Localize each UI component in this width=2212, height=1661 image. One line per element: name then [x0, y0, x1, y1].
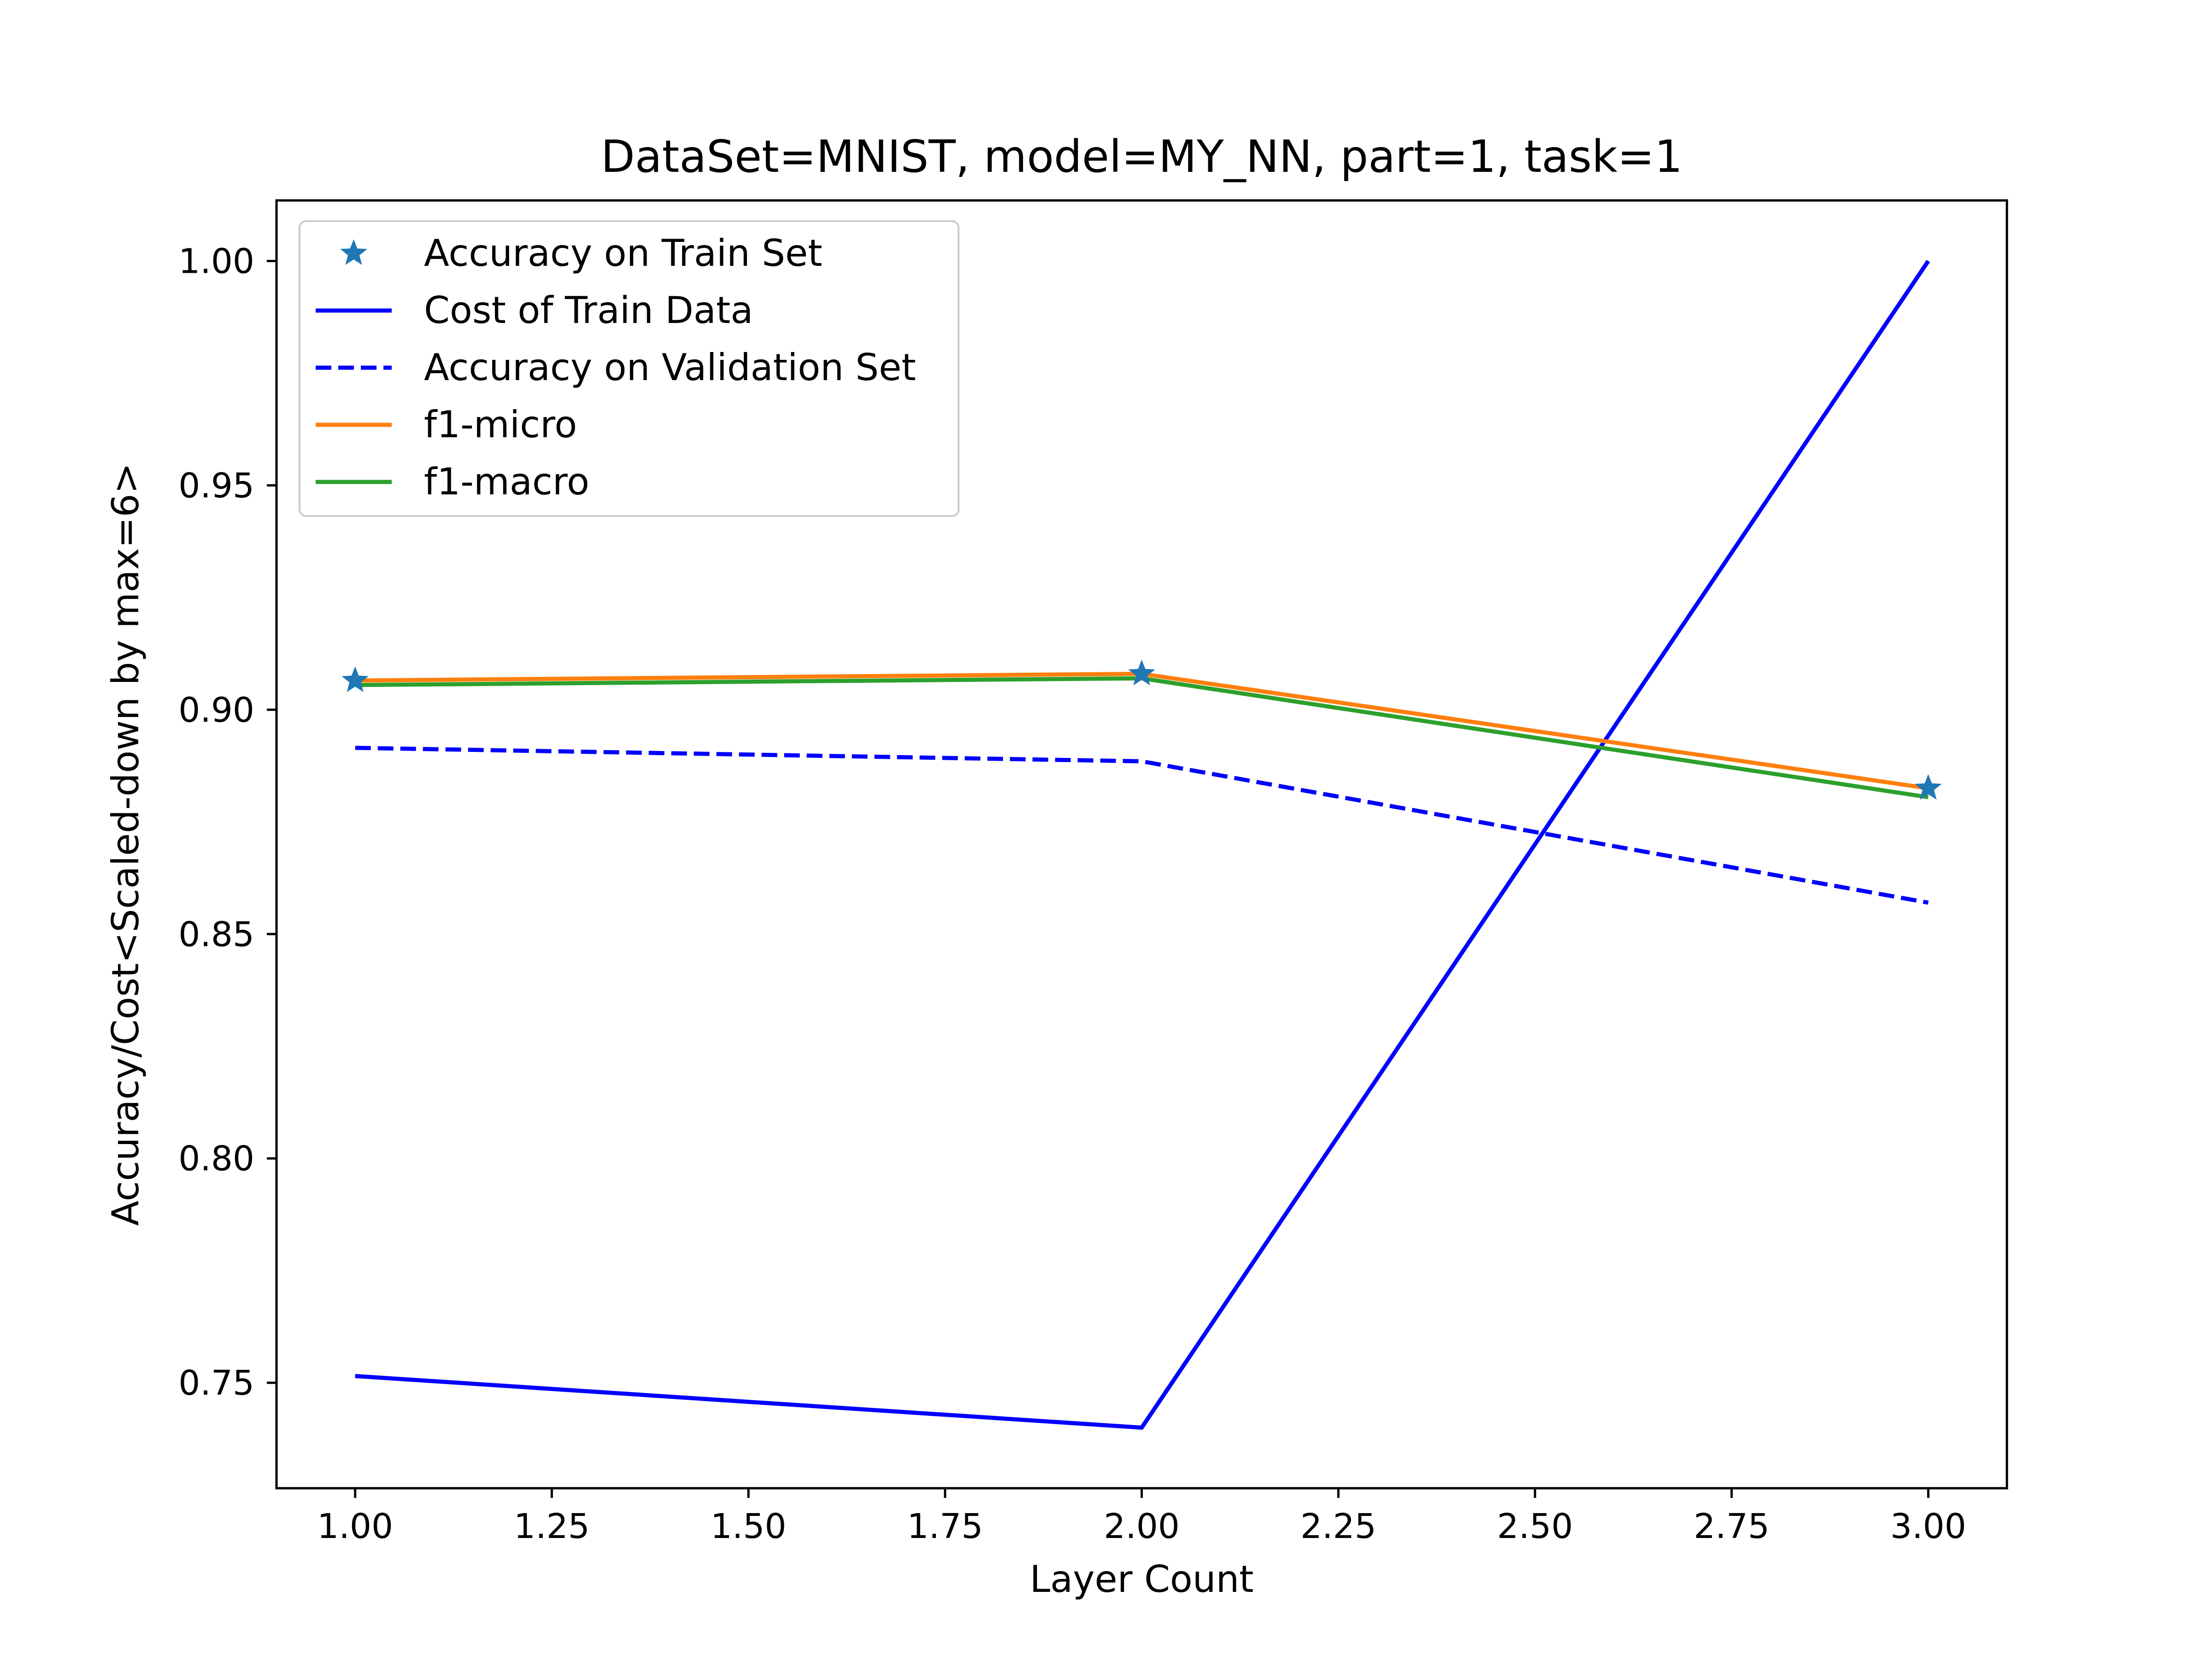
legend-item-accuracy-on-train-set: Accuracy on Train Set — [340, 232, 823, 275]
x-tick-label: 2.25 — [1300, 1507, 1377, 1546]
y-axis-label: Accuracy/Cost<Scaled-down by max=6> — [104, 463, 147, 1226]
legend-label: Cost of Train Data — [424, 289, 753, 332]
y-tick-label: 0.85 — [178, 915, 254, 954]
data-point-accuracy-on-train-set — [1915, 774, 1942, 800]
chart-title: DataSet=MNIST, model=MY_NN, part=1, task… — [601, 131, 1683, 182]
y-tick-label: 0.80 — [178, 1139, 254, 1179]
data-point-accuracy-on-train-set — [1128, 659, 1155, 686]
legend-label: f1-micro — [424, 403, 577, 446]
data-point-accuracy-on-train-set — [341, 666, 369, 692]
y-tick-label: 1.00 — [178, 241, 254, 281]
x-tick-label: 1.25 — [514, 1507, 590, 1546]
series-accuracy-on-train-set — [341, 659, 1942, 800]
legend-marker-star-icon — [340, 239, 367, 265]
legend-label: Accuracy on Train Set — [424, 232, 823, 275]
y-tick-label: 0.90 — [178, 690, 254, 730]
legend-item-f1-macro: f1-macro — [316, 460, 589, 503]
legend-label: f1-macro — [424, 460, 589, 503]
legend: Accuracy on Train Set Cost of Train Data A… — [299, 220, 959, 517]
y-tick-label: 0.75 — [178, 1363, 254, 1403]
legend-label: Accuracy on Validation Set — [424, 346, 916, 389]
series-line-cost-of-train-data — [355, 259, 1930, 1430]
x-axis: 1.00 1.25 1.50 1.75 2.00 2.25 2.50 2.75 3.00 — [317, 1488, 1966, 1546]
x-tick-label: 1.75 — [907, 1507, 983, 1546]
legend-item-f1-micro: f1-micro — [316, 403, 577, 446]
x-tick-label: 1.50 — [711, 1507, 787, 1546]
x-axis-label: Layer Count — [1030, 1558, 1253, 1601]
y-tick-label: 0.95 — [178, 466, 254, 505]
series-line-accuracy-on-validation-set — [355, 745, 1929, 905]
legend-item-cost-of-train-data: Cost of Train Data — [316, 289, 753, 332]
x-tick-label: 3.00 — [1890, 1507, 1966, 1546]
x-tick-label: 2.75 — [1694, 1507, 1770, 1546]
x-tick-label: 2.50 — [1497, 1507, 1573, 1546]
y-axis: 0.75 0.80 0.85 0.90 0.95 1.00 — [178, 241, 276, 1403]
legend-item-accuracy-on-validation-set: Accuracy on Validation Set — [316, 346, 916, 389]
series-layer — [341, 259, 1942, 1430]
legend-box — [299, 220, 959, 517]
x-tick-label: 2.00 — [1104, 1507, 1180, 1546]
x-tick-label: 1.00 — [317, 1507, 393, 1546]
